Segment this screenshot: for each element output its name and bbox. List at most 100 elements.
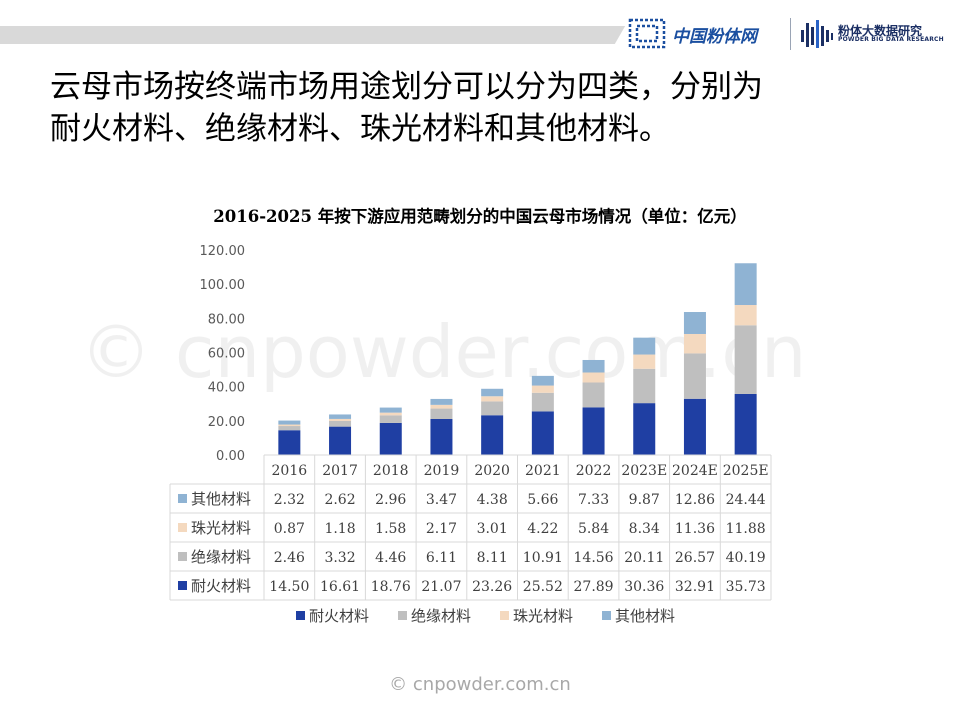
bar-segment (481, 401, 504, 416)
bar-segment (633, 403, 656, 455)
category-label: 2023E (621, 463, 667, 479)
y-tick-label: 60.00 (208, 347, 245, 362)
data-label: 25.52 (523, 579, 563, 595)
category-label: 2025E (723, 463, 769, 479)
cnpowder-logo-text: 中国粉体网 (672, 26, 757, 47)
logo-divider (790, 18, 791, 50)
bar-segment (329, 420, 352, 427)
bar-segment (582, 359, 605, 373)
bar-segment (582, 372, 605, 383)
data-label: 12.86 (675, 492, 715, 508)
bar-segment (531, 392, 554, 412)
bar-segment (683, 312, 706, 334)
data-label: 3.01 (477, 521, 508, 537)
bar-segment (430, 419, 453, 455)
data-label: 2.46 (274, 550, 305, 566)
bar-segment (379, 412, 402, 416)
category-label: 2017 (322, 463, 358, 479)
data-label: 3.47 (426, 492, 457, 508)
data-label: 3.32 (324, 550, 355, 566)
bar-segment (531, 385, 554, 393)
bar-segment (531, 411, 554, 455)
bar-segment (734, 325, 757, 394)
series-row-label: 其他材料 (191, 490, 251, 508)
big-data-bars-icon (801, 20, 833, 48)
cnpowder-logo-icon (628, 18, 666, 49)
series-row-label: 珠光材料 (191, 519, 251, 537)
data-label: 8.11 (477, 550, 508, 566)
bar-segment (278, 426, 301, 431)
y-tick-label: 20.00 (208, 415, 245, 430)
bar-segment (481, 388, 504, 397)
data-label: 40.19 (726, 550, 766, 566)
legend-swatch (602, 611, 611, 620)
headline-line-2: 耐火材料、绝缘材料、珠光材料和其他材料。 (50, 111, 670, 147)
legend-key (178, 581, 187, 590)
y-tick-label: 100.00 (200, 278, 246, 293)
data-label: 8.34 (629, 521, 660, 537)
category-label: 2018 (373, 463, 409, 479)
y-tick-label: 120.00 (200, 244, 246, 259)
y-tick-label: 0.00 (216, 449, 245, 464)
data-label: 20.11 (624, 550, 664, 566)
bar-segment (430, 408, 453, 420)
bar-segment (633, 368, 656, 404)
data-label: 1.58 (375, 521, 406, 537)
data-label: 11.36 (675, 521, 715, 537)
category-label: 2020 (474, 463, 510, 479)
header-bar (0, 26, 610, 44)
data-label: 6.11 (426, 550, 457, 566)
data-label: 4.22 (527, 521, 558, 537)
data-label: 32.91 (675, 579, 715, 595)
data-label: 0.87 (274, 521, 305, 537)
legend-key (178, 552, 187, 561)
data-label: 16.61 (320, 579, 360, 595)
bar-segment (278, 430, 301, 455)
bar-segment (430, 398, 453, 405)
bar-segment (481, 396, 504, 402)
data-label: 14.56 (574, 550, 614, 566)
big-data-logo-cn: 粉体大数据研究 (838, 23, 923, 38)
data-label: 27.89 (574, 579, 614, 595)
chart-title: 2016-2025 年按下游应用范畴划分的中国云母市场情况（单位：亿元） (213, 207, 747, 226)
data-label: 5.66 (527, 492, 558, 508)
bar-segment (734, 305, 757, 326)
data-label: 2.32 (274, 492, 305, 508)
big-data-logo: 粉体大数据研究 POWDER BIG DATA RESEARCH (800, 16, 944, 52)
bar-segment (582, 407, 605, 455)
data-label: 7.33 (578, 492, 609, 508)
cnpowder-logo: 中国粉体网 (628, 16, 757, 52)
bar-segment (633, 354, 656, 369)
bar-segment (683, 398, 706, 455)
bar-segment (683, 333, 706, 354)
data-label: 21.07 (421, 579, 461, 595)
category-label: 2024E (672, 463, 718, 479)
series-row-label: 绝缘材料 (191, 548, 251, 566)
data-label: 2.96 (375, 492, 406, 508)
legend-label: 珠光材料 (513, 607, 573, 625)
bar-segment (329, 426, 352, 455)
data-label: 30.36 (624, 579, 664, 595)
data-label: 14.50 (269, 579, 309, 595)
data-label: 24.44 (726, 492, 766, 508)
data-label: 11.88 (726, 521, 766, 537)
y-tick-label: 40.00 (208, 381, 245, 396)
bar-segment (329, 414, 352, 419)
series-row-label: 耐火材料 (191, 577, 251, 595)
data-label: 5.84 (578, 521, 609, 537)
data-label: 2.17 (426, 521, 457, 537)
bar-segment (481, 415, 504, 455)
category-label: 2022 (576, 463, 612, 479)
bar-segment (531, 375, 554, 386)
data-label: 4.46 (375, 550, 406, 566)
bar-segment (379, 415, 402, 423)
bar-segment (734, 393, 757, 455)
bar-segment (379, 422, 402, 455)
y-tick-label: 80.00 (208, 312, 245, 327)
data-label: 4.38 (477, 492, 508, 508)
bar-segment (582, 382, 605, 408)
bar-segment (278, 420, 301, 425)
headline-line-1: 云母市场按终端市场用途划分可以分为四类，分别为 (50, 69, 763, 105)
legend-swatch (296, 611, 305, 620)
legend-key (178, 494, 187, 503)
